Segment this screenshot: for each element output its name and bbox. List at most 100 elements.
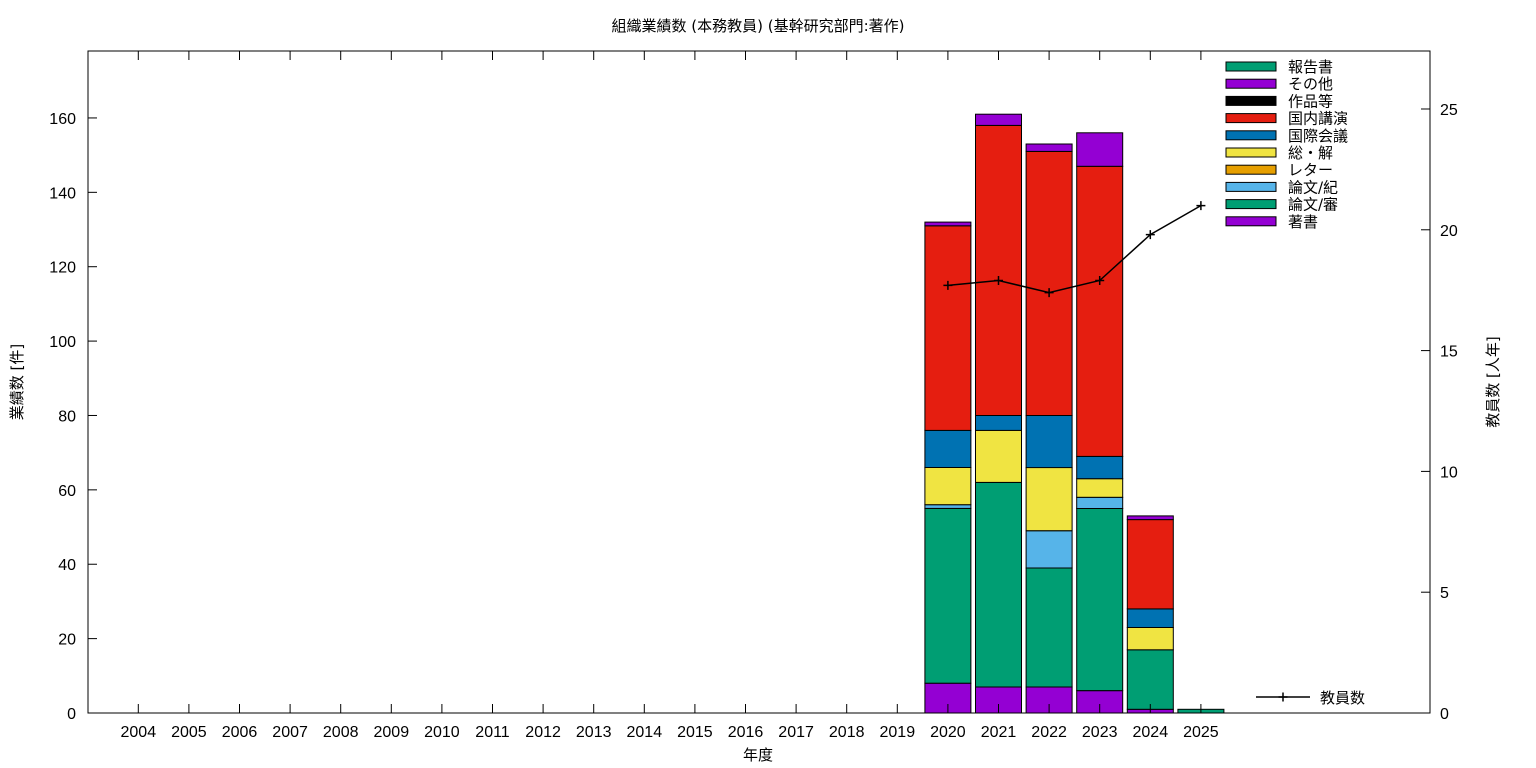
bar-2023-series-8 bbox=[1076, 132, 1124, 167]
teacher-count-point-2020 bbox=[943, 280, 953, 290]
y2-tick-label: 25 bbox=[1440, 102, 1458, 119]
bar-2020-series-2 bbox=[924, 504, 972, 509]
x-tick-label: 2022 bbox=[1031, 724, 1067, 741]
bar-2023-series-4 bbox=[1076, 478, 1124, 498]
legend-swatch-2 bbox=[1225, 181, 1277, 192]
bar-2023-series-1 bbox=[1076, 507, 1124, 692]
legend-label-1: 論文/審 bbox=[1288, 196, 1338, 214]
y2-axis-label: 教員数 [人年] bbox=[1484, 336, 1502, 427]
bar-2021-series-8 bbox=[975, 113, 1022, 126]
bars-layer bbox=[924, 113, 1225, 714]
bar-2022-series-5 bbox=[1025, 415, 1073, 469]
x-tick-label: 2024 bbox=[1133, 724, 1169, 741]
y2-tick-label: 5 bbox=[1440, 585, 1449, 602]
legend-swatch-3 bbox=[1225, 164, 1277, 175]
x-tick-label: 2009 bbox=[374, 724, 410, 741]
x-tick-label: 2015 bbox=[677, 724, 713, 741]
y-tick-label: 160 bbox=[49, 111, 76, 128]
x-tick-label: 2025 bbox=[1183, 724, 1219, 741]
legend-swatch-7 bbox=[1225, 95, 1277, 106]
bar-2020-series-8 bbox=[924, 221, 972, 227]
bar-2022-series-2 bbox=[1025, 530, 1073, 569]
legend-label-2: 論文/紀 bbox=[1288, 178, 1338, 196]
y2-tick-label: 10 bbox=[1440, 464, 1458, 481]
x-axis-label: 年度 bbox=[743, 746, 773, 764]
x-tick-label: 2012 bbox=[525, 724, 561, 741]
bar-2021-series-4 bbox=[975, 429, 1022, 483]
x-tick-label: 2018 bbox=[829, 724, 865, 741]
bar-2024-series-8 bbox=[1126, 515, 1174, 521]
teacher-count-line bbox=[947, 204, 1202, 294]
legend-swatch-0 bbox=[1225, 216, 1277, 227]
y-tick-label: 0 bbox=[67, 706, 76, 723]
x-tick-label: 2004 bbox=[121, 724, 157, 741]
chart-title: 組織業績数 (本務教員) (基幹研究部門:著作) bbox=[612, 17, 905, 35]
bar-2023-series-2 bbox=[1076, 496, 1124, 509]
y2-tick-label: 0 bbox=[1440, 706, 1449, 723]
bar-2023-series-6 bbox=[1076, 165, 1124, 457]
y-axis-label: 業績数 [件] bbox=[8, 344, 26, 420]
y-tick-label: 100 bbox=[49, 334, 76, 351]
x-tick-label: 2023 bbox=[1082, 724, 1118, 741]
x-tick-label: 2013 bbox=[576, 724, 612, 741]
legend-label-5: 国際会議 bbox=[1288, 127, 1348, 145]
bar-2021-series-1 bbox=[975, 481, 1022, 688]
legend-swatch-6 bbox=[1225, 113, 1277, 124]
legend-line-label: 教員数 bbox=[1320, 689, 1365, 707]
legend-swatch-9 bbox=[1225, 61, 1277, 72]
x-tick-label: 2005 bbox=[171, 724, 207, 741]
teacher-count-point-2025 bbox=[1196, 201, 1206, 211]
y-tick-label: 80 bbox=[58, 408, 76, 425]
bar-2022-series-1 bbox=[1025, 567, 1073, 688]
y-tick-label: 120 bbox=[49, 260, 76, 277]
legend-label-4: 総・解 bbox=[1288, 144, 1333, 162]
legend-swatch-4 bbox=[1225, 147, 1277, 158]
legend-label-0: 著書 bbox=[1288, 213, 1318, 231]
y-tick-label: 140 bbox=[49, 185, 76, 202]
line-layer bbox=[943, 201, 1206, 298]
bar-2020-series-1 bbox=[924, 507, 972, 684]
y2-tick-label: 15 bbox=[1440, 344, 1458, 361]
x-tick-label: 2020 bbox=[930, 724, 966, 741]
bar-2021-series-6 bbox=[975, 124, 1022, 417]
x-tick-label: 2021 bbox=[981, 724, 1017, 741]
bar-2022-series-4 bbox=[1025, 467, 1073, 532]
legend-label-7: 作品等 bbox=[1288, 92, 1333, 110]
y2-tick-label: 20 bbox=[1440, 223, 1458, 240]
x-tick-label: 2019 bbox=[880, 724, 916, 741]
legend-label-3: レター bbox=[1288, 161, 1333, 179]
legend-swatch-5 bbox=[1225, 130, 1277, 141]
bar-2022-series-8 bbox=[1025, 143, 1073, 152]
legend-label-9: 報告書 bbox=[1288, 58, 1333, 76]
bar-2020-series-6 bbox=[924, 225, 972, 431]
x-tick-label: 2017 bbox=[778, 724, 814, 741]
x-tick-label: 2014 bbox=[627, 724, 663, 741]
y-tick-label: 20 bbox=[58, 632, 76, 649]
bar-2024-series-1 bbox=[1126, 649, 1174, 710]
legend-label-6: 国内講演 bbox=[1288, 110, 1348, 128]
legend-line-marker bbox=[1278, 692, 1288, 702]
bar-2024-series-5 bbox=[1126, 608, 1174, 629]
bar-2024-series-4 bbox=[1126, 627, 1174, 651]
x-tick-label: 2006 bbox=[222, 724, 258, 741]
teacher-count-point-2022 bbox=[1044, 288, 1054, 298]
legend-swatch-8 bbox=[1225, 78, 1277, 89]
bar-2020-series-5 bbox=[924, 429, 972, 468]
bar-2023-series-5 bbox=[1076, 455, 1124, 480]
x-tick-label: 2010 bbox=[424, 724, 460, 741]
x-tick-label: 2008 bbox=[323, 724, 359, 741]
plot-frame bbox=[87, 50, 1431, 714]
x-tick-label: 2007 bbox=[272, 724, 308, 741]
bar-2024-series-6 bbox=[1126, 519, 1174, 610]
bar-2021-series-5 bbox=[975, 415, 1022, 431]
x-tick-label: 2011 bbox=[475, 724, 510, 741]
legend-label-8: その他 bbox=[1288, 75, 1333, 93]
teacher-count-point-2021 bbox=[994, 276, 1003, 286]
x-tick-label: 2016 bbox=[728, 724, 764, 741]
teacher-count-point-2024 bbox=[1145, 230, 1155, 240]
bar-2022-series-6 bbox=[1025, 150, 1073, 416]
teacher-count-point-2023 bbox=[1095, 276, 1105, 286]
